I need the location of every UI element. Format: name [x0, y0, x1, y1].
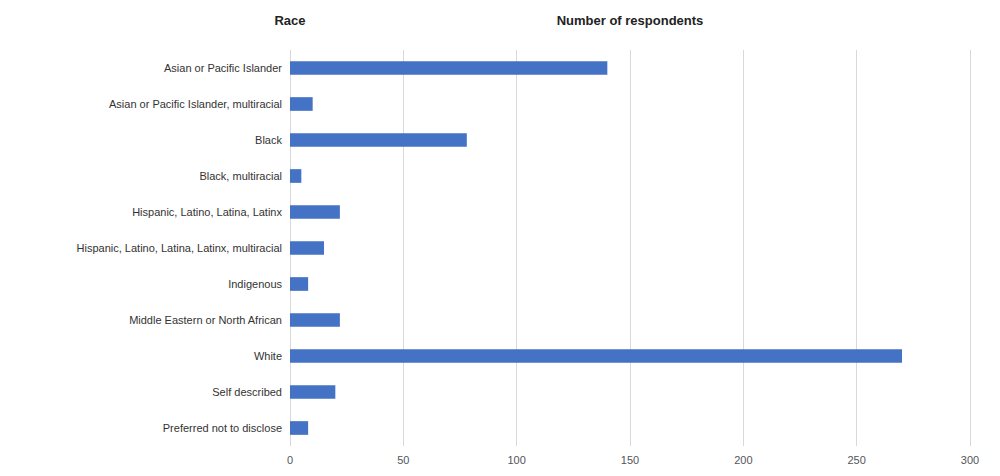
svg-text:300: 300	[961, 454, 979, 466]
svg-text:Preferred not to disclose: Preferred not to disclose	[163, 422, 282, 434]
svg-text:Middle Eastern or North Africa: Middle Eastern or North African	[129, 314, 282, 326]
svg-text:250: 250	[847, 454, 865, 466]
svg-text:White: White	[254, 350, 282, 362]
svg-text:100: 100	[507, 454, 525, 466]
svg-text:Race: Race	[274, 13, 305, 28]
svg-text:Self described: Self described	[212, 386, 282, 398]
svg-text:Indigenous: Indigenous	[228, 278, 282, 290]
svg-text:50: 50	[397, 454, 409, 466]
svg-text:200: 200	[734, 454, 752, 466]
svg-text:Black: Black	[255, 134, 282, 146]
svg-text:Black, multiracial: Black, multiracial	[199, 170, 282, 182]
svg-text:Asian or Pacific Islander: Asian or Pacific Islander	[164, 62, 282, 74]
svg-text:Hispanic, Latino, Latina, Lati: Hispanic, Latino, Latina, Latinx	[132, 206, 282, 218]
svg-text:0: 0	[287, 454, 293, 466]
svg-text:Number of respondents: Number of respondents	[557, 13, 704, 28]
svg-text:150: 150	[621, 454, 639, 466]
svg-text:Asian or Pacific Islander, mul: Asian or Pacific Islander, multiracial	[109, 98, 282, 110]
svg-text:Hispanic, Latino, Latina, Lati: Hispanic, Latino, Latina, Latinx, multir…	[77, 242, 282, 254]
